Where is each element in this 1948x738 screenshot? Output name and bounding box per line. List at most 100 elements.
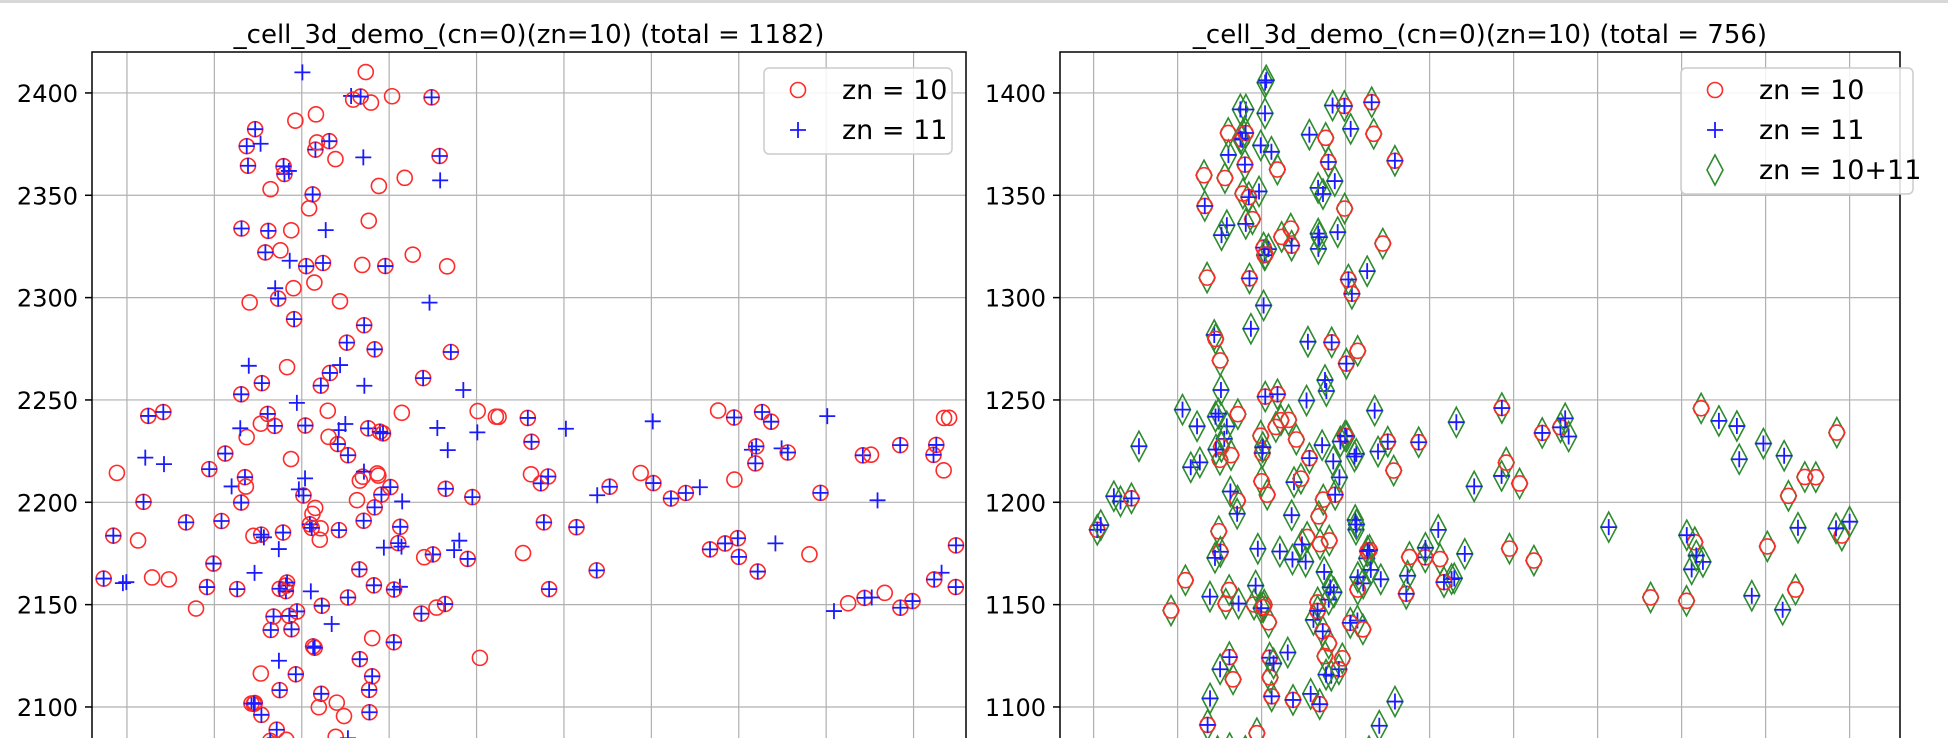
circle-point bbox=[1292, 470, 1310, 487]
plus-point bbox=[446, 542, 463, 559]
circle-point bbox=[1780, 487, 1797, 505]
plus-point bbox=[286, 311, 303, 328]
plus-point bbox=[1417, 539, 1434, 556]
circle-point bbox=[278, 358, 296, 376]
plus-point bbox=[373, 486, 390, 503]
diamond-point bbox=[1293, 527, 1311, 562]
circle-point bbox=[1807, 468, 1825, 486]
plus-point bbox=[312, 377, 329, 394]
circle-point bbox=[327, 728, 344, 738]
plus-point bbox=[377, 258, 394, 275]
plus-point bbox=[1263, 143, 1280, 160]
plus-point bbox=[1213, 227, 1230, 244]
legend-marker bbox=[790, 122, 806, 138]
circle-point bbox=[370, 177, 388, 195]
plus-point bbox=[1828, 520, 1845, 537]
legend-marker bbox=[1707, 122, 1723, 138]
legend-label: zn = 11 bbox=[842, 115, 947, 146]
diamond-point bbox=[1212, 373, 1230, 407]
circle-point bbox=[1224, 671, 1242, 688]
y-tick-label: 1200 bbox=[985, 489, 1046, 517]
circle-point bbox=[1311, 535, 1329, 553]
diamond-point bbox=[1256, 96, 1274, 131]
circle-point bbox=[285, 279, 302, 297]
diamond-point bbox=[1264, 646, 1283, 681]
plus-point bbox=[340, 447, 357, 464]
diamond-point bbox=[1236, 207, 1255, 241]
plus-point bbox=[255, 529, 272, 546]
plus-point bbox=[281, 252, 298, 269]
circle-point bbox=[862, 446, 880, 463]
plus-point bbox=[275, 524, 292, 541]
plus-point bbox=[271, 682, 288, 699]
plus-point bbox=[1284, 551, 1301, 568]
y-tick-label: 2100 bbox=[17, 694, 78, 722]
plus-point bbox=[95, 570, 112, 587]
diamond-point bbox=[1201, 579, 1219, 614]
plus-point bbox=[323, 615, 340, 632]
circle-point bbox=[1248, 724, 1266, 738]
plus-point bbox=[1371, 717, 1388, 734]
plus-point bbox=[386, 581, 403, 598]
legend-marker bbox=[789, 81, 807, 99]
diamond-point bbox=[1207, 432, 1225, 467]
diamond-point bbox=[1345, 439, 1364, 474]
diamond-point bbox=[1742, 579, 1761, 613]
y-tick-label: 1350 bbox=[985, 182, 1046, 210]
legend: zn = 10 zn = 11 zn = 10+11 bbox=[1680, 67, 1921, 195]
plus-point bbox=[229, 581, 246, 598]
diamond-point bbox=[1314, 177, 1332, 211]
plus-point bbox=[332, 357, 349, 374]
diamond-point bbox=[1346, 503, 1365, 537]
plus-point bbox=[1678, 527, 1695, 544]
plus-point bbox=[392, 518, 409, 535]
diamond-point bbox=[1773, 593, 1792, 627]
circle-point bbox=[415, 548, 433, 566]
circle-point bbox=[187, 600, 205, 617]
circle-point bbox=[393, 404, 411, 422]
diamond-point bbox=[1331, 424, 1350, 459]
plus-point bbox=[1320, 154, 1337, 171]
plus-point bbox=[118, 574, 135, 591]
plus-point bbox=[245, 695, 262, 712]
plus-point bbox=[1130, 438, 1147, 455]
plus-point bbox=[429, 419, 446, 436]
diamond-point bbox=[1348, 334, 1367, 368]
circle-point bbox=[1787, 581, 1804, 598]
circle-point bbox=[1269, 161, 1286, 178]
plus-point bbox=[1316, 563, 1333, 580]
plus-point bbox=[947, 537, 964, 554]
plus-point bbox=[1247, 577, 1264, 594]
circle-point bbox=[876, 584, 894, 602]
plus-point bbox=[1237, 125, 1254, 142]
circle-point bbox=[1678, 592, 1695, 610]
plus-point bbox=[135, 493, 152, 510]
plus-point bbox=[439, 442, 456, 459]
plus-point bbox=[1410, 434, 1427, 451]
circle-point bbox=[241, 294, 258, 311]
diamond-point bbox=[1310, 220, 1329, 254]
circle-point bbox=[311, 531, 329, 549]
circle-point bbox=[709, 402, 727, 419]
plus-point bbox=[382, 479, 399, 496]
circle-point bbox=[306, 274, 323, 291]
plus-point bbox=[351, 651, 368, 668]
y-tick-label: 1100 bbox=[985, 694, 1046, 722]
circle-point bbox=[632, 464, 649, 482]
circle-point bbox=[1280, 411, 1297, 429]
diamond-point bbox=[1677, 518, 1696, 552]
plus-point bbox=[1346, 448, 1363, 465]
plus-point bbox=[1362, 561, 1379, 578]
plus-point bbox=[375, 539, 392, 556]
plus-point bbox=[1302, 685, 1319, 702]
plus-point bbox=[779, 444, 796, 461]
plus-point bbox=[356, 317, 373, 334]
diamond-point bbox=[1212, 218, 1231, 252]
plus-point bbox=[1314, 623, 1331, 640]
plus-point bbox=[557, 420, 574, 437]
circle-point bbox=[357, 63, 375, 81]
plus-point bbox=[232, 420, 249, 437]
plus-point bbox=[1435, 574, 1452, 591]
plus-point bbox=[1789, 519, 1806, 536]
legend-box bbox=[1680, 67, 1914, 195]
